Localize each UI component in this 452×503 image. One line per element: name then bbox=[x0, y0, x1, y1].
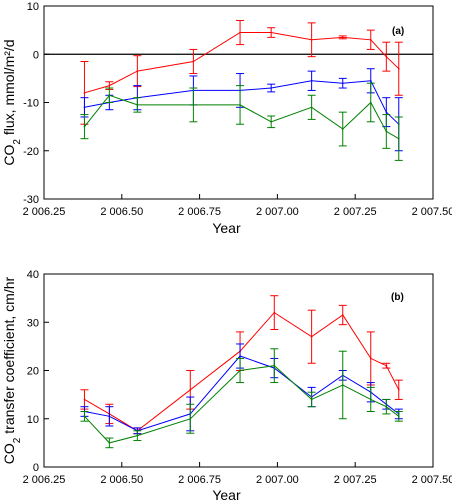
y-tick-label: -10 bbox=[23, 98, 39, 110]
data-point bbox=[310, 106, 313, 109]
y-tick-label: -20 bbox=[23, 146, 39, 158]
x-tick-label: 2 007.50 bbox=[412, 206, 452, 218]
data-point bbox=[385, 364, 388, 367]
data-point bbox=[108, 442, 111, 444]
series-2 bbox=[80, 82, 403, 161]
data-point bbox=[341, 384, 344, 386]
x-tick-label: 2 007.25 bbox=[334, 474, 377, 486]
y-tick-label: 10 bbox=[27, 1, 39, 13]
data-point bbox=[397, 67, 400, 70]
data-point bbox=[397, 415, 400, 418]
data-point bbox=[310, 398, 313, 401]
series-line bbox=[84, 94, 400, 140]
data-point bbox=[270, 31, 272, 34]
data-point bbox=[341, 36, 344, 39]
data-point bbox=[397, 137, 400, 140]
data-point bbox=[273, 364, 276, 367]
data-point bbox=[136, 70, 139, 72]
y-axis-title: CO2 transfer coefficient, cm/hr bbox=[1, 276, 23, 464]
data-point bbox=[341, 128, 344, 130]
data-point bbox=[239, 104, 241, 106]
series-2 bbox=[80, 348, 403, 449]
data-point bbox=[108, 84, 111, 87]
data-point bbox=[369, 38, 372, 41]
y-tick-label: 0 bbox=[33, 462, 39, 474]
x-tick-label: 2 007.00 bbox=[256, 474, 299, 486]
data-point bbox=[83, 415, 86, 418]
data-point bbox=[192, 104, 195, 106]
panel-label: (a) bbox=[392, 26, 404, 37]
data-point bbox=[239, 31, 241, 34]
data-point bbox=[136, 434, 139, 437]
data-point bbox=[239, 355, 241, 357]
data-point bbox=[397, 389, 400, 391]
series-1 bbox=[80, 343, 403, 435]
chart-panel-a: 2 006.25 2 006.50 2 006.75 2 007.00 2 007.25… bbox=[1, 1, 452, 236]
data-point bbox=[341, 82, 344, 84]
data-point bbox=[108, 415, 111, 418]
data-point bbox=[385, 405, 388, 408]
y-tick-label: 20 bbox=[27, 366, 39, 378]
data-point bbox=[83, 106, 86, 109]
data-point bbox=[189, 417, 192, 420]
chart-panel-b: 2 006.25 2 006.50 2 006.75 2 007.00 2 007.25… bbox=[1, 269, 452, 503]
series-0 bbox=[80, 19, 403, 125]
x-tick-label: 2 006.50 bbox=[100, 474, 143, 486]
series-0 bbox=[80, 295, 403, 435]
x-tick-label: 2 006.50 bbox=[100, 206, 143, 218]
series-line bbox=[84, 311, 400, 432]
data-point bbox=[369, 398, 372, 401]
data-point bbox=[83, 92, 86, 94]
data-point bbox=[136, 104, 139, 106]
data-point bbox=[83, 125, 86, 128]
y-tick-label: -30 bbox=[23, 194, 39, 206]
x-tick-label: 2 006.25 bbox=[23, 206, 66, 218]
data-point bbox=[369, 101, 372, 104]
data-point bbox=[385, 111, 388, 113]
data-point bbox=[108, 94, 111, 97]
data-point bbox=[239, 369, 241, 372]
data-point bbox=[310, 38, 313, 41]
data-point bbox=[310, 335, 313, 338]
series-line bbox=[84, 355, 400, 432]
data-point bbox=[189, 389, 192, 391]
y-tick-label: 40 bbox=[27, 269, 39, 281]
series-1 bbox=[80, 68, 403, 152]
y-tick-label: 30 bbox=[27, 317, 39, 329]
data-point bbox=[192, 60, 195, 63]
x-tick-label: 2 007.25 bbox=[334, 206, 377, 218]
panel-label: (b) bbox=[391, 292, 404, 303]
data-point bbox=[385, 130, 388, 133]
data-point bbox=[273, 311, 276, 314]
x-tick-label: 2 006.25 bbox=[23, 474, 66, 486]
x-tick-label: 2 006.75 bbox=[178, 474, 221, 486]
data-point bbox=[369, 79, 372, 82]
data-point bbox=[369, 357, 372, 360]
series-line bbox=[84, 32, 400, 94]
data-point bbox=[341, 314, 344, 316]
data-point bbox=[83, 398, 86, 401]
data-point bbox=[270, 87, 272, 89]
x-tick-label: 2 006.75 bbox=[178, 206, 221, 218]
x-axis-title: Year bbox=[212, 487, 241, 503]
x-tick-label: 2 007.50 bbox=[412, 474, 452, 486]
data-point bbox=[385, 55, 388, 58]
y-tick-label: 0 bbox=[33, 49, 39, 61]
y-axis-title: CO2 flux, mmol/m²/d bbox=[1, 39, 23, 165]
x-axis-title: Year bbox=[212, 220, 241, 236]
y-tick-label: 10 bbox=[27, 414, 39, 426]
data-point bbox=[310, 79, 313, 82]
x-tick-label: 2 007.00 bbox=[256, 206, 299, 218]
series-line bbox=[84, 365, 400, 444]
data-point bbox=[270, 121, 272, 123]
plot-frame bbox=[43, 5, 434, 200]
